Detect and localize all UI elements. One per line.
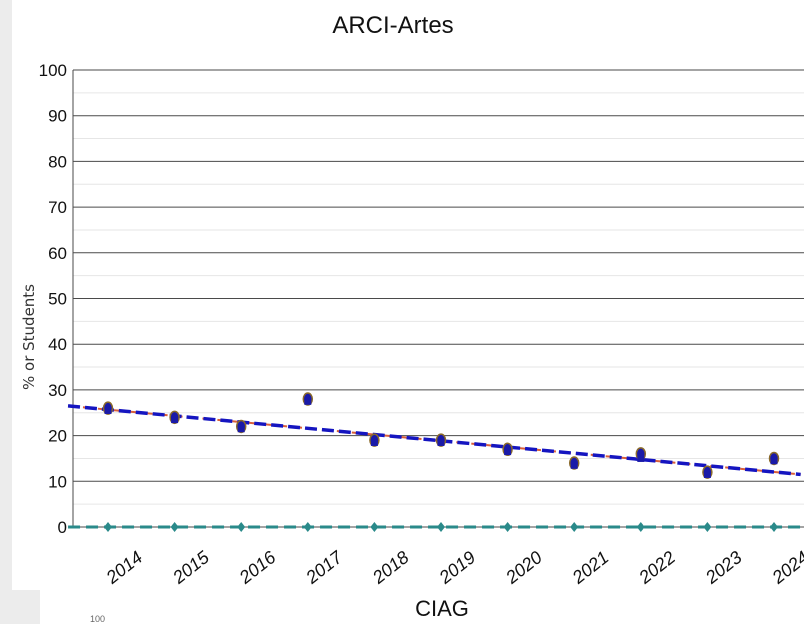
- data-point-square: [504, 448, 512, 456]
- data-point-square: [237, 425, 245, 433]
- x-tick-label: 2019: [435, 547, 480, 588]
- x-tick-label: 2017: [301, 546, 346, 588]
- y-tick-label: 90: [48, 107, 67, 126]
- data-point-diamond: [370, 522, 379, 532]
- data-point-diamond: [703, 522, 712, 532]
- data-point-diamond: [303, 522, 312, 532]
- data-point-square: [570, 461, 578, 469]
- x-tick-label: 2020: [501, 547, 546, 588]
- data-point-diamond: [570, 522, 579, 532]
- chart-panel: [12, 0, 804, 590]
- trendlines: [67, 404, 801, 529]
- y-tick-label: 0: [58, 518, 67, 537]
- y-tick-label: 70: [48, 198, 67, 217]
- data-point-diamond: [770, 522, 778, 532]
- data-point-square: [770, 457, 778, 465]
- stray-label: 100: [90, 614, 105, 624]
- y-tick-label: 100: [39, 61, 67, 80]
- y-tick-label: 30: [48, 381, 67, 400]
- y-tick-label: 60: [48, 244, 67, 263]
- x-tick-label: 2014: [102, 547, 147, 588]
- x-tick-labels: 2014 2015 2016 2017 2018 2019 2020 2021 2022 2023…: [102, 546, 804, 588]
- data-point-diamond: [636, 522, 645, 532]
- x-axis-title: CIAG: [415, 596, 469, 621]
- y-axis-title: % or Students: [20, 284, 38, 390]
- data-point-diamond: [170, 522, 179, 532]
- data-point-square: [637, 454, 645, 462]
- y-tick-label: 80: [48, 152, 67, 171]
- data-point-diamond: [104, 522, 112, 532]
- y-tick-label: 20: [48, 427, 67, 446]
- chart-panel-lower: [40, 590, 804, 624]
- data-point-square: [304, 397, 312, 405]
- data-point-diamond: [237, 522, 246, 532]
- x-tick-label: 2018: [368, 547, 413, 588]
- y-tick-labels: 0 10 20 30 40 50 60 70 80 90 100: [39, 61, 67, 537]
- data-point-diamond: [503, 522, 512, 532]
- y-tick-label: 10: [48, 472, 67, 491]
- gridlines: [72, 69, 804, 528]
- x-tick-label: 2021: [568, 547, 613, 588]
- y-tick-label: 40: [48, 335, 67, 354]
- data-point-diamond: [437, 522, 445, 532]
- x-tick-label: 2023: [701, 547, 746, 588]
- data-point-square: [171, 416, 179, 424]
- x-tick-label: 2022: [634, 547, 679, 588]
- data-point-square: [437, 438, 445, 446]
- data-point-square: [104, 406, 112, 414]
- x-tick-label: 2015: [168, 546, 213, 588]
- data-point-square: [703, 470, 711, 478]
- data-point-square: [370, 438, 378, 446]
- x-tick-label: 2024: [768, 547, 804, 588]
- x-tick-label: 2016: [235, 546, 280, 588]
- data-points: [102, 392, 780, 532]
- chart-title: ARCI-Artes: [332, 12, 453, 39]
- trendline: [67, 404, 801, 477]
- y-tick-label: 50: [48, 290, 67, 309]
